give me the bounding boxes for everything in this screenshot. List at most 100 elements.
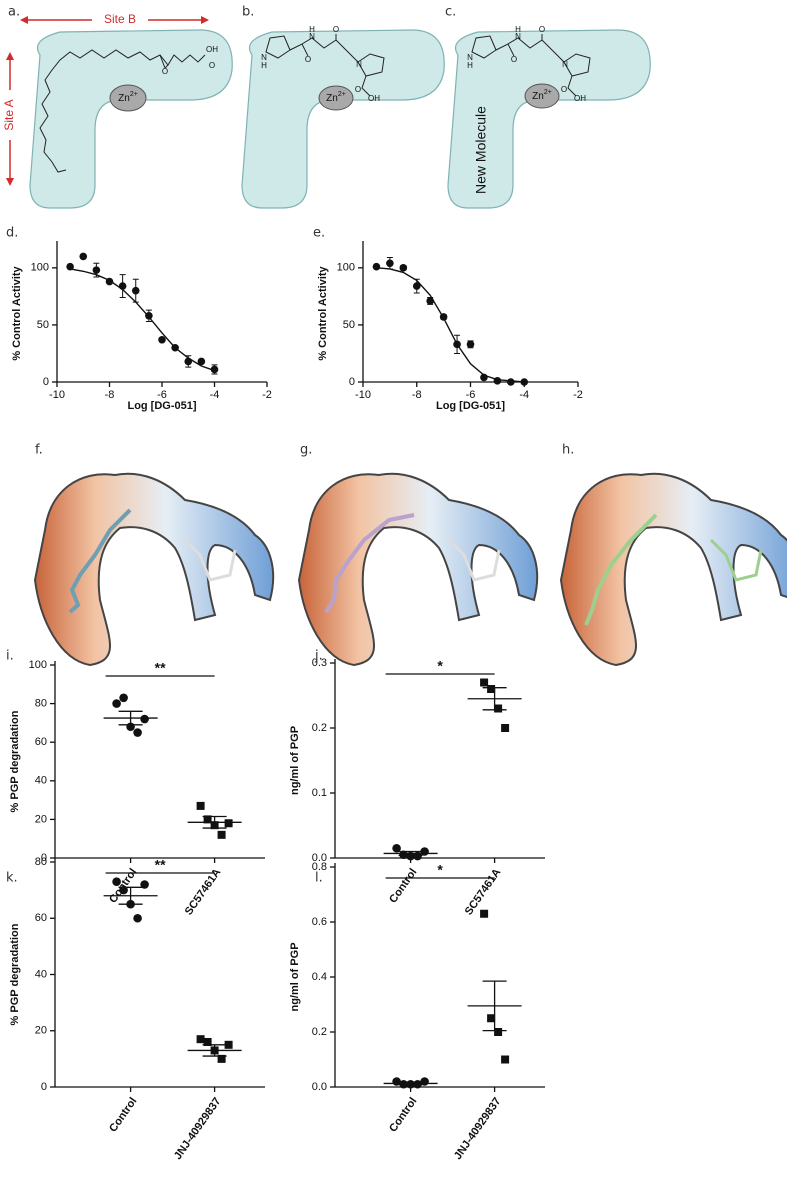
y-tick-label: 0.8	[312, 861, 327, 873]
data-point	[217, 830, 226, 839]
molecule	[265, 34, 385, 97]
panel-label: h.	[562, 443, 574, 458]
y-axis-label: ng/ml of PGP	[289, 726, 301, 795]
atom-label: N	[309, 32, 315, 41]
x-tick-label: -6	[466, 389, 476, 401]
data-point	[217, 1054, 226, 1063]
zinc-label: Zn2+	[326, 91, 346, 104]
panel-h	[559, 472, 787, 667]
surface	[33, 472, 275, 667]
label-bg	[2, 90, 18, 140]
data-point	[133, 913, 142, 923]
x-tick-label: JNJ-40929837	[172, 1096, 224, 1163]
y-tick-label: 0	[41, 852, 47, 864]
panel-label: c.	[445, 5, 456, 20]
significance-label: *	[437, 658, 443, 674]
y-axis-label: % PGP degradation	[9, 710, 21, 812]
epoxide	[159, 54, 169, 69]
data-point	[66, 262, 74, 271]
data-point	[203, 1038, 212, 1046]
atom-label: H	[309, 25, 315, 34]
sem-bar	[482, 687, 507, 711]
x-axis-label: Log [DG-051]	[436, 400, 505, 412]
atom-label: O	[561, 85, 567, 94]
atom-label: O	[333, 25, 339, 34]
panel-c: Zn2+ New Molecule	[447, 29, 651, 209]
panel-a: Site B Site A Zn2+	[2, 12, 233, 209]
y-tick-label: 0.2	[312, 1026, 327, 1038]
ligand	[68, 508, 132, 614]
arrow-head	[6, 178, 14, 186]
y-tick-label: 20	[35, 1025, 47, 1037]
panel-label: k.	[6, 871, 18, 886]
data-point	[224, 819, 233, 828]
arrow-head	[201, 16, 209, 24]
label-bg	[92, 12, 148, 28]
atom-label: O	[539, 25, 545, 34]
data-point	[386, 259, 394, 268]
data-point	[501, 1055, 510, 1064]
x-tick-label: -2	[262, 389, 272, 401]
x-tick-label: -8	[412, 389, 422, 401]
y-tick-label: 100	[29, 659, 47, 671]
charge: 2+	[544, 89, 552, 96]
zinc-label: Zn2+	[532, 89, 552, 102]
panel-label: a.	[8, 5, 20, 20]
y-tick-label: 60	[35, 912, 47, 924]
y-tick-label: 40	[35, 968, 47, 980]
y-tick-label: 80	[35, 856, 47, 868]
ligand	[709, 538, 763, 582]
atom-label: H	[515, 25, 521, 34]
data-point	[119, 693, 128, 703]
pocket	[241, 29, 445, 209]
y-tick-label: 0.2	[312, 722, 327, 734]
data-point	[480, 678, 489, 687]
data-point	[112, 877, 121, 886]
atom-label: O	[162, 67, 168, 76]
sem-bar	[202, 1044, 227, 1057]
panel-label: i.	[6, 649, 14, 664]
zinc-label: Zn2+	[118, 91, 138, 104]
peptide	[447, 538, 501, 582]
arrow-head	[20, 16, 28, 24]
x-tick-label: Control	[387, 867, 419, 906]
panel-label: e.	[313, 226, 325, 241]
atom-label: N	[261, 53, 267, 62]
y-axis-label: % Control Activity	[317, 265, 329, 360]
site-a-label: Site A	[2, 99, 16, 130]
site-b-label: Site B	[104, 12, 136, 26]
data-point	[487, 1014, 496, 1023]
data-point	[412, 282, 421, 290]
data-point	[140, 714, 149, 724]
y-tick-label: 0.0	[312, 852, 327, 864]
atom-label: H	[261, 61, 267, 70]
data-point	[79, 252, 88, 261]
atom-label: N	[356, 60, 362, 69]
y-tick-label: 0.6	[312, 916, 327, 928]
atom-label: N	[515, 32, 521, 41]
panel-label: d.	[6, 226, 18, 241]
panel-g	[297, 472, 539, 667]
data-point	[399, 264, 408, 272]
x-tick-label: -4	[519, 389, 529, 401]
data-point	[112, 699, 121, 708]
y-tick-label: 0.0	[312, 1081, 327, 1093]
panel-label: j.	[314, 649, 323, 664]
y-tick-label: 0	[41, 1081, 47, 1093]
x-tick-label: -2	[573, 389, 583, 401]
data-point	[196, 1035, 205, 1044]
x-tick-label: -10	[49, 389, 65, 401]
element: Zn	[326, 93, 338, 104]
y-axis-label: % Control Activity	[11, 265, 23, 360]
element: Zn	[532, 91, 544, 102]
panel-b: Zn2+	[241, 29, 445, 209]
ligand	[584, 513, 658, 626]
y-tick-label: 0	[43, 376, 49, 388]
fit-line	[70, 268, 215, 372]
y-tick-label: 0	[349, 376, 355, 388]
atom-label: N	[562, 60, 568, 69]
data-point	[494, 704, 503, 713]
sem-bar	[202, 815, 227, 829]
significance-label: *	[437, 862, 443, 878]
